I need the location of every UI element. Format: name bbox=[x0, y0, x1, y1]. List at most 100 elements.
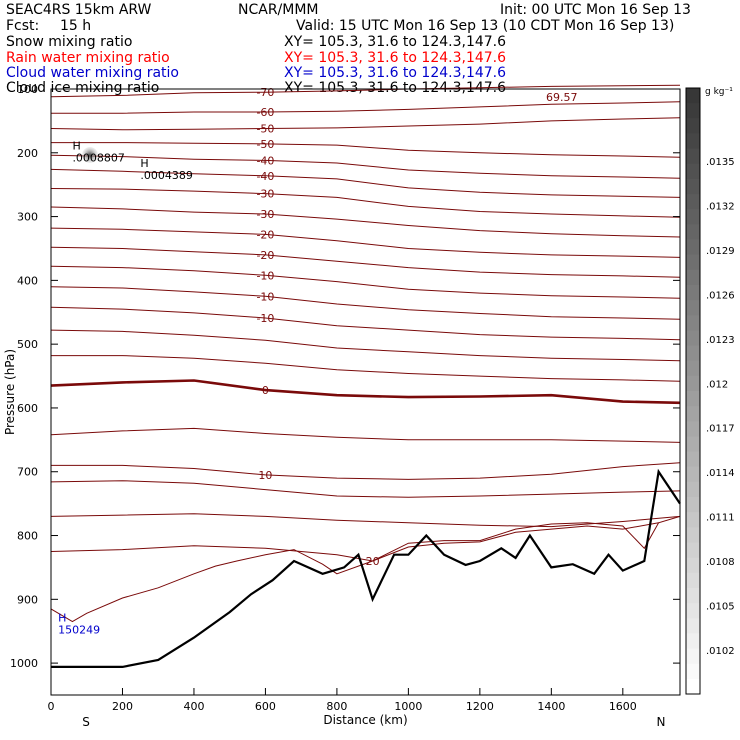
colorbar-swatch bbox=[686, 254, 700, 271]
colorbar-swatch bbox=[686, 118, 700, 134]
isotherm-label: -70 bbox=[256, 86, 274, 99]
colorbar-swatch bbox=[686, 194, 700, 210]
fcst-label: Fcst: bbox=[6, 18, 40, 34]
colorbar-swatch bbox=[686, 375, 700, 392]
y-tick-label: 1000 bbox=[10, 657, 38, 670]
south-end-label: S bbox=[82, 715, 90, 729]
colorbar-swatch bbox=[686, 103, 700, 119]
y-axis-label: Pressure (hPa) bbox=[3, 349, 17, 435]
colorbar-swatch bbox=[686, 481, 700, 498]
y-tick-label: 500 bbox=[17, 338, 38, 351]
colorbar-swatch bbox=[686, 663, 700, 680]
colorbar-tick-label: .0108 bbox=[706, 557, 735, 568]
colorbar-swatch bbox=[686, 436, 700, 453]
max-value-label: 69.57 bbox=[546, 91, 578, 104]
isotherm-label: -40 bbox=[256, 170, 274, 183]
isotherm-line bbox=[51, 142, 681, 158]
extremum-value: .0008807 bbox=[72, 152, 125, 165]
colorbar-swatch bbox=[686, 239, 700, 256]
x-tick-label: 0 bbox=[48, 700, 55, 713]
valid-time: Valid: 15 UTC Mon 16 Sep 13 (10 CDT Mon … bbox=[296, 18, 675, 34]
isotherm-line bbox=[50, 427, 681, 443]
colorbar-swatch bbox=[686, 148, 700, 165]
colorbar-swatch bbox=[686, 678, 700, 695]
colorbar-swatch bbox=[686, 360, 700, 377]
colorbar-swatch bbox=[686, 269, 700, 286]
isotherm-label: -30 bbox=[256, 208, 274, 221]
colorbar-swatch bbox=[686, 618, 700, 634]
isotherm-label: 10 bbox=[258, 469, 272, 482]
x-tick-label: 1400 bbox=[537, 700, 565, 713]
colorbar-swatch bbox=[686, 178, 700, 195]
plot-frame bbox=[50, 88, 681, 696]
isotherm-line bbox=[50, 286, 681, 320]
colorbar-swatch bbox=[686, 557, 700, 574]
fcst-value: 15 h bbox=[60, 18, 92, 34]
colorbar-tick-label: .0102 bbox=[706, 646, 735, 657]
x-tick-label: 1000 bbox=[394, 700, 422, 713]
colorbar-swatch bbox=[686, 648, 700, 665]
colorbar-swatch bbox=[686, 542, 700, 559]
terrain-path bbox=[51, 468, 681, 668]
snow-maximum-blob bbox=[82, 147, 98, 163]
x-tick-label: 800 bbox=[326, 700, 347, 713]
colorbar-swatch bbox=[686, 587, 700, 604]
colorbar-swatch bbox=[686, 421, 700, 437]
extremum-h-label: H bbox=[72, 140, 80, 153]
isotherm-label: -10 bbox=[256, 269, 274, 282]
field-cloudwater-xy: XY= 105.3, 31.6 to 124.3,147.6 bbox=[284, 65, 507, 81]
isotherm-label: -10 bbox=[256, 290, 274, 303]
colorbar-swatch bbox=[686, 512, 700, 528]
x-tick-label: 1200 bbox=[466, 700, 494, 713]
isotherm-label: -30 bbox=[256, 188, 274, 201]
isotherm-line bbox=[50, 168, 681, 198]
isotherm-line bbox=[51, 355, 681, 382]
isotherm-label: -20 bbox=[256, 228, 274, 241]
colorbar-swatch bbox=[686, 572, 700, 589]
colorbar-tick-label: .0117 bbox=[706, 424, 735, 435]
colorbar-swatch bbox=[686, 391, 700, 407]
isotherm-line bbox=[50, 117, 681, 131]
extremum-h-label: H bbox=[140, 157, 148, 170]
field-snow-xy: XY= 105.3, 31.6 to 124.3,147.6 bbox=[284, 34, 507, 50]
terrain-line bbox=[51, 468, 681, 668]
isotherm-label: -60 bbox=[256, 106, 274, 119]
colorbar-swatch bbox=[686, 224, 700, 240]
y-tick-label: 100 bbox=[17, 83, 38, 96]
isotherm-line bbox=[50, 306, 681, 341]
colorbar-swatch bbox=[686, 527, 700, 543]
isotherm-line bbox=[50, 154, 681, 179]
isotherm-line bbox=[50, 515, 681, 562]
colorbar-tick-label: .0111 bbox=[706, 513, 735, 524]
y-tick-label: 700 bbox=[17, 466, 38, 479]
colorbar-swatch bbox=[686, 466, 700, 483]
field-rain-xy: XY= 105.3, 31.6 to 124.3,147.6 bbox=[284, 50, 507, 66]
extremum-value: 150249 bbox=[58, 624, 100, 637]
field-cloudice-name: Cloud ice mixing ratio bbox=[6, 80, 160, 96]
colorbar-frame bbox=[685, 87, 701, 695]
isotherm-contours: -70 -60 -50 -50 -40 -40 -30 -30 -20 -20 -10 -10 -10 0… bbox=[50, 84, 681, 623]
colorbar-tick-label: .0114 bbox=[706, 468, 735, 479]
isotherm-line bbox=[51, 101, 681, 114]
isotherm-label: -20 bbox=[256, 249, 274, 262]
y-tick-label: 600 bbox=[17, 402, 38, 415]
colorbar-swatch bbox=[686, 345, 700, 362]
colorbar-tick-label: .012 bbox=[706, 379, 728, 390]
x-tick-label: 400 bbox=[183, 700, 204, 713]
y-tick-label: 400 bbox=[17, 274, 38, 287]
isotherm-line bbox=[50, 265, 681, 299]
x-axis-label: Distance (km) bbox=[323, 713, 407, 727]
isotherm-line bbox=[50, 480, 681, 498]
colorbar-swatch bbox=[686, 603, 700, 619]
isotherm-label: -50 bbox=[256, 123, 274, 136]
colorbar-tick-label: .0132 bbox=[706, 201, 735, 212]
y-tick-label: 300 bbox=[17, 211, 38, 224]
colorbar-swatch bbox=[686, 451, 700, 468]
isotherm-label: -50 bbox=[256, 138, 274, 151]
model-name: SEAC4RS 15km ARW bbox=[6, 2, 152, 18]
isotherm-label: -10 bbox=[256, 312, 274, 325]
colorbar-tick-label: .0135 bbox=[706, 157, 735, 168]
